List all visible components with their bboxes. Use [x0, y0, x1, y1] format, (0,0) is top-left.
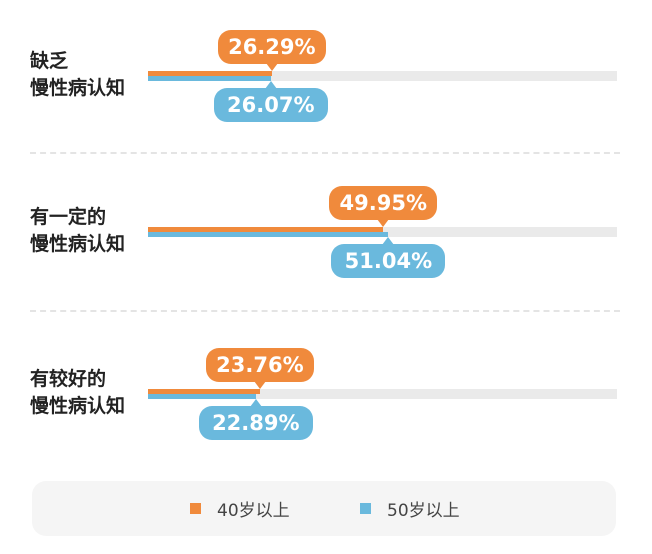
legend-swatch-series-2: [360, 503, 371, 514]
category-label-line1: 有较好的: [30, 368, 107, 390]
row-separator: [30, 310, 620, 312]
data-label-pointer: [249, 399, 262, 407]
data-label-text: 51.04%: [344, 249, 433, 273]
category-label-line2: 慢性病认知: [30, 233, 126, 255]
data-label-text: 26.29%: [228, 35, 316, 59]
data-label-text: 22.89%: [212, 411, 300, 435]
data-label-pointer: [265, 63, 278, 71]
data-label-pointer: [253, 381, 266, 389]
legend: 40岁以上 50岁以上: [32, 481, 616, 536]
data-label-series-2: 22.89%: [198, 399, 313, 440]
bar-series-2: [148, 394, 256, 399]
category-label: 缺乏 慢性病认知: [30, 48, 125, 102]
category-row: 缺乏慢性病认知 26.29% 26.07%: [0, 30, 652, 160]
legend-label-series-2: 50岁以上: [387, 501, 460, 521]
data-label-series-2: 26.07%: [213, 81, 328, 122]
category-row: 有较好的慢性病认知 23.76% 22.89%: [0, 348, 652, 478]
bar-track: [148, 76, 617, 81]
data-label-pointer: [377, 219, 390, 227]
category-label-line1: 有一定的: [30, 206, 107, 228]
category-label: 有较好的 慢性病认知: [30, 366, 125, 420]
bar-track: [148, 394, 617, 399]
category-label-line1: 缺乏: [30, 50, 69, 72]
bar-series-2: [148, 76, 271, 81]
data-label-text: 26.07%: [227, 93, 315, 117]
data-label-series-2: 51.04%: [331, 237, 446, 278]
category-label-line2: 慢性病认知: [30, 395, 126, 417]
data-label-series-1: 26.29%: [217, 30, 326, 71]
data-label-pointer: [264, 81, 277, 89]
bar-series-1: [148, 389, 260, 394]
bar-series-1: [148, 71, 272, 76]
legend-item-series-1: 40岁以上: [190, 481, 290, 536]
category-row: 有一定的慢性病认知 49.95% 51.04%: [0, 186, 652, 316]
data-label-pointer: [382, 237, 395, 245]
row-separator: [30, 152, 620, 154]
legend-swatch-series-1: [190, 503, 201, 514]
category-label-line2: 慢性病认知: [30, 77, 126, 99]
bar-track: [148, 71, 617, 76]
category-label: 有一定的 慢性病认知: [30, 204, 125, 258]
bar-track: [148, 389, 617, 394]
bar-series-1: [148, 227, 384, 232]
data-label-series-1: 49.95%: [329, 186, 438, 227]
data-label-text: 49.95%: [339, 191, 427, 215]
legend-label-series-1: 40岁以上: [217, 501, 290, 521]
legend-item-series-2: 50岁以上: [360, 481, 460, 536]
data-label-text: 23.76%: [216, 353, 304, 377]
data-label-series-1: 23.76%: [205, 348, 314, 389]
bar-series-2: [148, 232, 389, 237]
